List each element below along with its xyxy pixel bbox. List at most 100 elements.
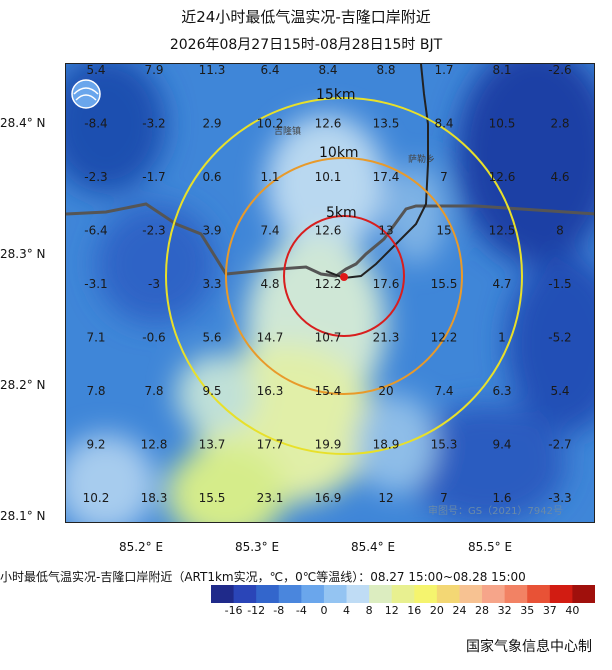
grid-value: -1.5 [548,277,571,291]
grid-value: 6.3 [492,384,511,398]
color-scale-swatch [459,585,483,603]
ring-label-10km: 10km [319,145,359,161]
border-line [66,202,594,278]
grid-value: 13 [378,224,393,238]
grid-value: 15.5 [431,277,458,291]
grid-value: -2.3 [142,224,165,238]
color-scale-label: 24 [452,604,467,617]
ring-label-5km: 5km [326,205,357,221]
color-scale-label: 28 [475,604,490,617]
color-scale-label: -16 [224,604,243,617]
grid-value: 15.4 [315,384,342,398]
x-tick-85-4: 85.4° E [350,540,396,554]
grid-value: -8.4 [84,117,107,131]
grid-value: 3.9 [202,224,221,238]
grid-value: 10.2 [83,491,110,505]
grid-value: 1.1 [260,170,279,184]
grid-value: -1.7 [142,170,165,184]
grid-value: 4.8 [260,277,279,291]
grid-value: 4.7 [492,277,511,291]
grid-value: 13.7 [199,438,226,452]
grid-value: 16.3 [257,384,284,398]
grid-value: 7 [440,170,448,184]
color-scale-label: 0 [320,604,328,617]
grid-value: 3.3 [202,277,221,291]
grid-value: 5.4 [86,64,105,77]
grid-value: 10.2 [257,117,284,131]
grid-value: 7.8 [86,384,105,398]
grid-value: 10.7 [315,331,342,345]
grid-value: 13.5 [373,117,400,131]
grid-value: 7.8 [144,384,163,398]
map-title: 近24小时最低气温实况-吉隆口岸附近 [181,8,431,26]
ring-10km [225,157,463,395]
color-scale-swatch [391,585,415,603]
approval-number: 审图号：GS（2021）7942号 [428,504,563,517]
color-scale-swatch [414,585,438,603]
color-scale-swatch [504,585,528,603]
grid-value: 21.3 [373,331,400,345]
grid-value: 9.4 [492,438,511,452]
grid-value: 2.8 [550,117,569,131]
grid-value: 8 [556,224,564,238]
color-scale-label: 40 [565,604,580,617]
temperature-field [66,64,594,522]
color-scale-bar [211,585,595,603]
color-scale-swatch [369,585,393,603]
color-scale-label: 16 [407,604,422,617]
y-tick-28-4: 28.4° N [0,116,46,130]
place-name-sale: 萨勒乡 [408,153,435,165]
x-tick-85-2: 85.2° E [118,540,164,554]
grid-value: 19.9 [315,438,342,452]
grid-value: 0.6 [202,170,221,184]
color-scale-swatch [346,585,370,603]
y-tick-28-3: 28.3° N [0,247,46,261]
grid-value: 5.4 [550,384,569,398]
color-scale-swatch [323,585,348,603]
grid-value: 18.9 [373,438,400,452]
grid-value: 6.4 [260,64,279,77]
color-scale-swatch [301,585,325,603]
grid-value: 15 [436,224,451,238]
grid-value: -3.3 [548,491,571,505]
grid-value: 10.1 [315,170,342,184]
grid-value: -5.2 [548,331,571,345]
grid-value: 12 [378,491,393,505]
grid-value: 12.6 [489,170,516,184]
grid-value: 18.3 [141,491,168,505]
color-scale-label: 20 [429,604,444,617]
grid-value: -6.4 [84,224,107,238]
grid-value: 14.7 [257,331,284,345]
color-scale-swatch [549,585,573,603]
color-scale-label: 32 [497,604,512,617]
y-tick-28-2: 28.2° N [0,378,46,392]
temperature-grid-values: 5.47.911.36.48.48.81.78.1-2.6-7.5-5.5-8.… [83,64,572,505]
grid-value: 16.9 [315,491,342,505]
grid-value: 17.7 [257,438,284,452]
grid-value: 15.3 [431,438,458,452]
grid-value: 9.2 [86,438,105,452]
grid-value: 1.7 [434,64,453,77]
grid-value: 1 [498,331,506,345]
grid-value: 11.3 [199,64,226,77]
x-tick-85-3: 85.3° E [234,540,280,554]
grid-value: -2.6 [548,64,571,77]
grid-value: 7.4 [260,224,279,238]
grid-value: 12.2 [431,331,458,345]
grid-value: 7.9 [144,64,163,77]
color-scale-swatch [211,585,235,603]
color-scale-swatch [233,585,257,603]
temperature-map: 吉隆镇 萨勒乡 15km 10km 5km 5.4 7.9 11.3 6.4 8.4 8.… [65,63,595,523]
grid-value: 1.6 [492,491,511,505]
grid-value: 12.5 [489,224,516,238]
grid-value: 17.6 [373,277,400,291]
grid-value: 4.6 [550,170,569,184]
grid-value: 10.5 [489,117,516,131]
grid-value: 12.6 [315,224,342,238]
grid-value: 15.5 [199,491,226,505]
grid-value: 2.9 [202,117,221,131]
grid-value: 7.1 [86,331,105,345]
ring-15km [165,97,523,455]
grid-value: 8.8 [376,64,395,77]
ring-5km [283,215,405,337]
